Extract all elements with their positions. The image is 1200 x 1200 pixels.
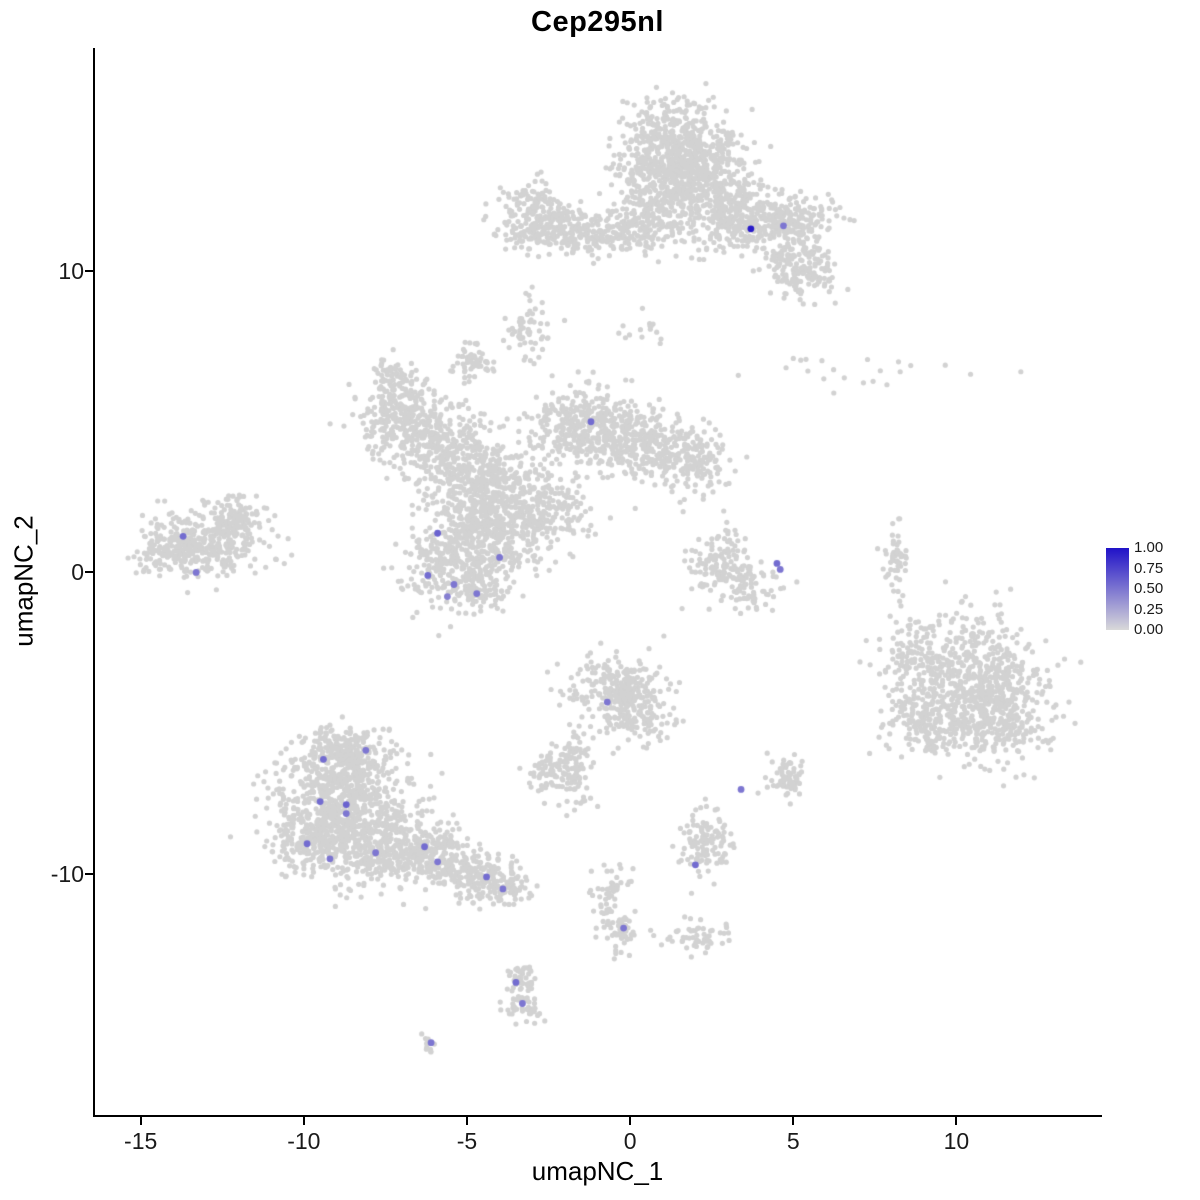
y-axis-title: umapNC_2: [8, 515, 39, 647]
legend-tick-label: 0.50: [1134, 580, 1164, 597]
x-tick-label: 10: [943, 1128, 970, 1154]
y-axis-line: [93, 48, 95, 1117]
plot-title: Cep295nl: [531, 6, 664, 38]
legend-tick-label: 1.00: [1134, 539, 1164, 556]
x-tick-label: 0: [623, 1128, 637, 1154]
x-tick-label: -10: [287, 1128, 321, 1154]
x-tick-mark: [792, 1117, 795, 1125]
legend-tick-label: 0.00: [1134, 621, 1164, 638]
y-tick-label: -10: [50, 860, 84, 887]
x-tick-label: -15: [124, 1128, 158, 1154]
legend-tick-label: 0.75: [1134, 559, 1164, 577]
legend-gradient-bar: [1106, 548, 1129, 630]
y-tick-mark: [85, 270, 93, 273]
legend-tick-label: 0.25: [1134, 600, 1164, 618]
x-tick-mark: [139, 1117, 142, 1125]
x-tick-mark: [302, 1117, 305, 1125]
x-tick-mark: [465, 1117, 468, 1125]
x-tick-mark: [629, 1117, 632, 1125]
x-axis-title: umapNC_1: [531, 1156, 664, 1186]
y-tick-mark: [85, 872, 93, 875]
y-tick-mark: [85, 571, 93, 574]
x-tick-label: -5: [456, 1128, 478, 1154]
x-tick-mark: [955, 1117, 958, 1125]
umap-scatter-canvas: [95, 48, 1100, 1115]
x-axis-line: [93, 1115, 1102, 1117]
y-tick-label: 10: [58, 258, 84, 285]
y-tick-label: 0: [71, 559, 84, 586]
x-tick-label: 5: [786, 1128, 800, 1154]
